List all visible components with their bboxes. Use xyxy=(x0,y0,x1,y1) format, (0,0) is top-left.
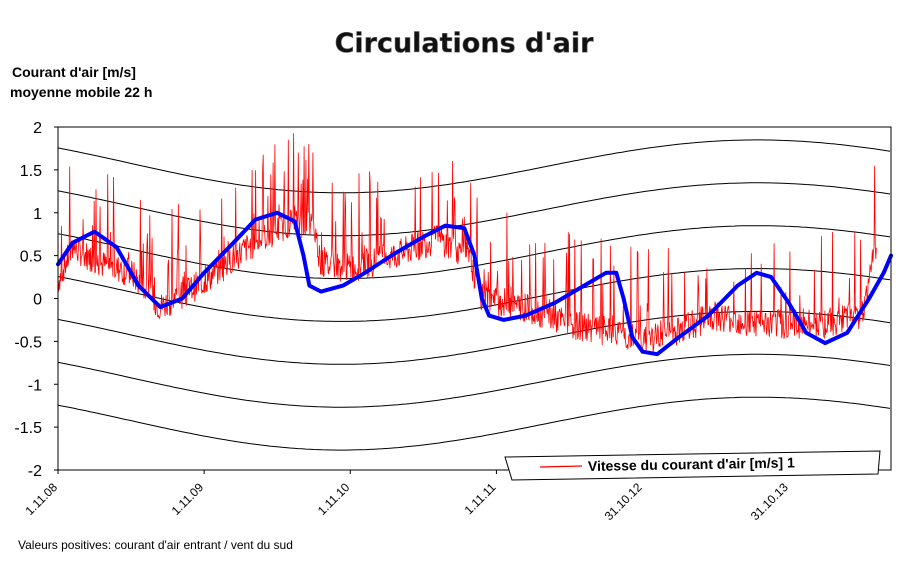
y-tick-label: -0.5 xyxy=(14,334,42,351)
legend-label: Vitesse du courant d'air [m/s] 1 xyxy=(588,454,795,474)
chart-title: Circulations d'air xyxy=(335,28,595,59)
x-tick-label: 1.11.11 xyxy=(462,480,499,517)
y-ticks: 2 1.5 1 0.5 0 -0.5 -1 -1.5 -2 xyxy=(14,120,58,480)
y-tick-label: 0 xyxy=(33,292,42,309)
legend-box xyxy=(504,450,881,481)
legend: Vitesse du courant d'air [m/s] 1 xyxy=(504,450,881,481)
y-tick-label: -1 xyxy=(28,377,42,394)
gridline xyxy=(57,225,891,280)
y-tick-label: 1 xyxy=(33,206,42,223)
y-tick-label: 2 xyxy=(33,120,42,137)
series-blue-line xyxy=(56,210,893,357)
gridline xyxy=(57,310,891,365)
y-tick-label: 0.5 xyxy=(20,249,42,266)
x-tick-label: 31.10.13 xyxy=(748,480,791,523)
gridline xyxy=(57,396,891,451)
x-tick-label: 31.10.12 xyxy=(602,480,645,523)
y-axis-label-line2: moyenne mobile 22 h xyxy=(10,84,152,100)
series-blue xyxy=(56,210,893,357)
y-tick-label: -2 xyxy=(28,463,42,480)
series-red xyxy=(57,133,877,354)
y-tick-label: 1.5 xyxy=(20,163,42,180)
gridline xyxy=(57,353,891,408)
y-axis-label-line1: Courant d'air [m/s] xyxy=(12,64,136,80)
footnote: Valeurs positives: courant d'air entrant… xyxy=(18,538,293,552)
x-tick-label: 1.11.09 xyxy=(169,480,207,518)
x-ticks: 1.11.08 1.11.09 1.11.10 1.11.11 31.10.12 31.1… xyxy=(23,470,791,523)
gridline xyxy=(57,139,891,194)
x-tick-label: 1.11.10 xyxy=(315,480,353,518)
gridlines xyxy=(57,139,891,451)
series-red-line xyxy=(57,133,877,354)
x-tick-label: 1.11.08 xyxy=(23,480,61,518)
y-tick-label: -1.5 xyxy=(14,420,42,437)
gridline xyxy=(57,182,891,237)
legend-swatch-red xyxy=(539,465,583,468)
